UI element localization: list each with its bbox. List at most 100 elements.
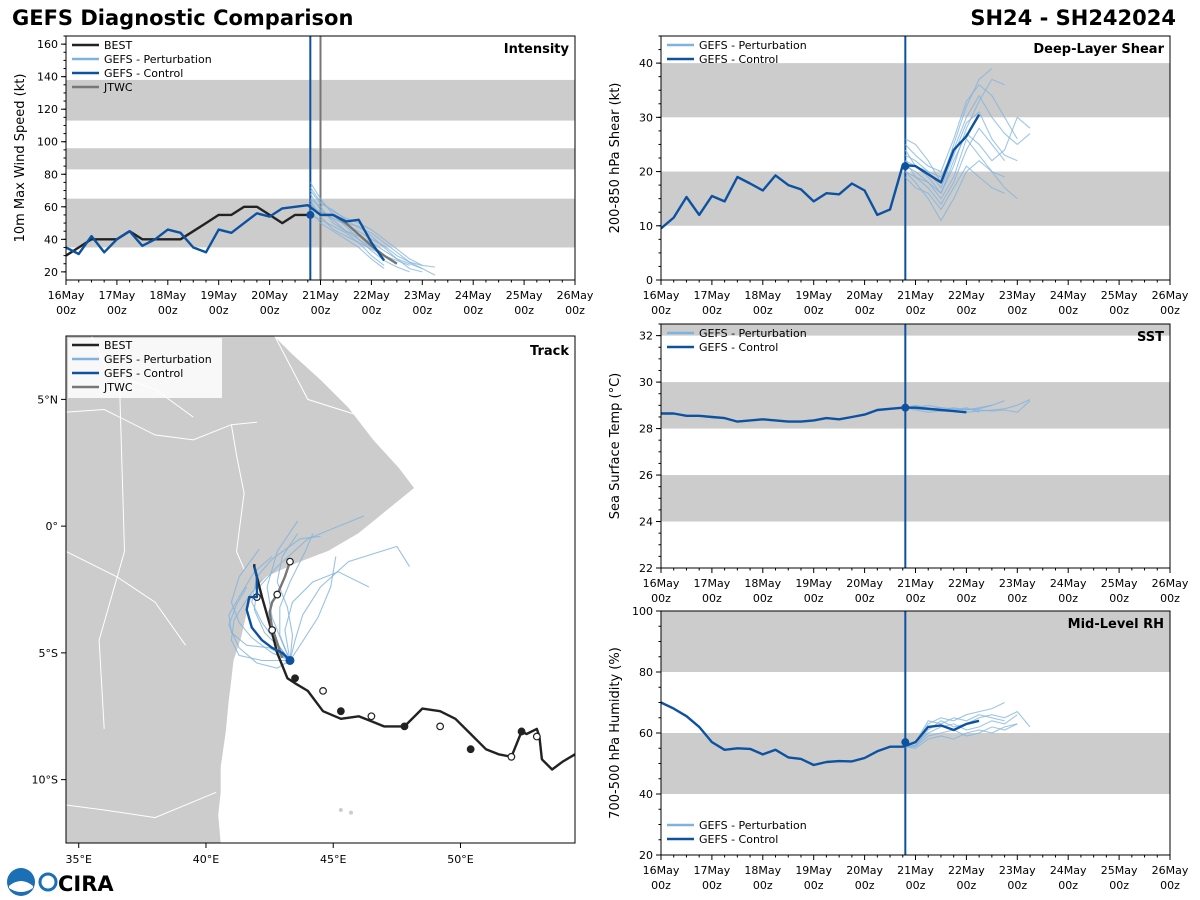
rh-xtick-label: 22May [948, 864, 985, 877]
sst-ytick-label: 30 [639, 376, 653, 389]
track-perturbation-member-11 [279, 533, 314, 661]
track-jtwc-marker [268, 626, 277, 634]
shear-xtick-label: 00z [855, 304, 875, 317]
noaa-bird-shape [9, 881, 33, 892]
rh-title: Mid-Level RH [1068, 617, 1164, 632]
sst-band-0 [661, 475, 1170, 522]
track-legend-best: BEST [104, 339, 132, 352]
intensity-series-gefs-control [66, 204, 386, 262]
track-title: Track [530, 344, 569, 359]
figure-title: GEFS Diagnostic Comparison [12, 6, 354, 30]
rh-perturbation-member-2 [905, 723, 1018, 749]
rh-xtick-label: 00z [702, 879, 722, 892]
intensity-ytick-label: 80 [44, 168, 58, 181]
rh-perturbation-member-3 [905, 714, 1005, 748]
intensity-perturbation-member-5 [310, 214, 385, 266]
intensity-plot-area [66, 36, 575, 280]
rh-xtick-label: 00z [906, 879, 926, 892]
shear-xtick-label: 18May [744, 289, 781, 302]
intensity-perturbation-member-8 [309, 200, 410, 266]
rh-xtick-label: 00z [1160, 879, 1180, 892]
rh-xtick-label: 00z [651, 879, 671, 892]
sst-xtick-label: 20May [846, 577, 883, 590]
sst-legend-gefs-control: GEFS - Control [699, 341, 778, 354]
rh-legend-gefs-control: GEFS - Control [699, 833, 778, 846]
shear-title: Deep-Layer Shear [1033, 42, 1164, 57]
country-border-0 [66, 408, 257, 441]
rh-ytick-label: 20 [639, 849, 653, 862]
sst-ytick-label: 26 [639, 469, 653, 482]
shear-xtick-label: 00z [753, 304, 773, 317]
sst-band-2 [661, 324, 1170, 336]
sst-xtick-label: 00z [804, 592, 824, 605]
track-ytick-label: 10°S [32, 774, 58, 787]
shear-perturbation-member-9 [905, 137, 1005, 200]
intensity-perturbation-member-3 [309, 209, 385, 270]
rh-xtick-label: 16May [643, 864, 680, 877]
sst-xtick-label: 00z [651, 592, 671, 605]
track-jtwc-marker [286, 557, 294, 566]
intensity-ylabel: 10m Max Wind Speed (kt) [13, 74, 28, 243]
intensity-panel: 16May 00z 17May 00z 18May 00z 19May 00z 20May 00z… [13, 35, 594, 317]
track-xtick-label: 40°E [193, 853, 219, 866]
shear-xtick-label: 00z [651, 304, 671, 317]
intensity-ytick-label: 40 [44, 233, 58, 246]
intensity-ytick-label: 140 [37, 71, 58, 84]
intensity-perturbation-member-9 [309, 186, 423, 266]
country-border-2 [66, 551, 187, 646]
rh-ytick-label: 100 [632, 605, 653, 618]
track-best-marker [532, 732, 541, 741]
intensity-xtick-label: 00z [260, 304, 280, 317]
rh-ytick-label: 80 [639, 666, 653, 679]
rh-xtick-label: 17May [694, 864, 731, 877]
shear-ytick-label: 20 [639, 166, 653, 179]
cira-globe-icon [38, 872, 58, 892]
rh-xtick-label: 00z [1109, 879, 1129, 892]
cira-logo-text: CIRA [58, 872, 114, 896]
rh-control-current-marker [901, 738, 910, 747]
track-perturbation-member-8 [228, 586, 291, 669]
intensity-legend-jtwc: JTWC [103, 81, 133, 94]
country-border-1 [230, 424, 245, 570]
track-best-marker [319, 687, 327, 695]
sst-xtick-label: 17May [694, 577, 731, 590]
sst-xtick-label: 16May [643, 577, 680, 590]
shear-xtick-label: 16May [643, 289, 680, 302]
rh-xtick-label: 00z [1007, 879, 1027, 892]
track-perturbation-member-5 [230, 579, 290, 662]
intensity-xtick-label: 00z [209, 304, 229, 317]
sst-series-gefs-control [661, 406, 967, 423]
rh-xtick-label: 26May [1152, 864, 1189, 877]
shear-legend-gefs-perturbation: GEFS - Perturbation [699, 39, 807, 52]
sst-ytick-label: 22 [639, 562, 653, 575]
sst-xtick-label: 00z [1007, 592, 1027, 605]
track-best-marker [291, 674, 299, 683]
intensity-ytick-label: 20 [44, 266, 58, 279]
sst-legend-gefs-perturbation: GEFS - Perturbation [699, 327, 807, 340]
track-perturbation-member-1 [289, 545, 411, 661]
track-xtick-label: 50°E [447, 853, 473, 866]
rh-ytick-label: 40 [639, 788, 653, 801]
shear-perturbation-member-6 [904, 165, 1005, 211]
sst-control-current-marker [901, 403, 910, 412]
shear-series-gefs-control [661, 113, 981, 230]
intensity-xtick-label: 24May [455, 289, 492, 302]
track-perturbation-member-9 [284, 571, 370, 661]
intensity-title: Intensity [504, 42, 570, 57]
rh-xtick-label: 00z [1058, 879, 1078, 892]
sst-xtick-label: 21May [897, 577, 934, 590]
track-series-best [253, 564, 575, 771]
track-series-gefs-control [245, 566, 291, 662]
sst-xtick-label: 00z [855, 592, 875, 605]
shear-xtick-label: 17May [694, 289, 731, 302]
track-best-marker [367, 712, 376, 721]
track-best-marker [400, 722, 409, 731]
shear-xtick-label: 19May [795, 289, 832, 302]
track-best-marker [517, 727, 526, 736]
rh-panel: 16May 00z 17May 00z 18May 00z 19May 00z 20May 00z… [608, 605, 1189, 892]
track-series-jtwc [268, 561, 292, 659]
intensity-xtick-label: 00z [362, 304, 382, 317]
track-ytick-label: 0° [46, 520, 59, 533]
intensity-legend-best: BEST [104, 39, 132, 52]
